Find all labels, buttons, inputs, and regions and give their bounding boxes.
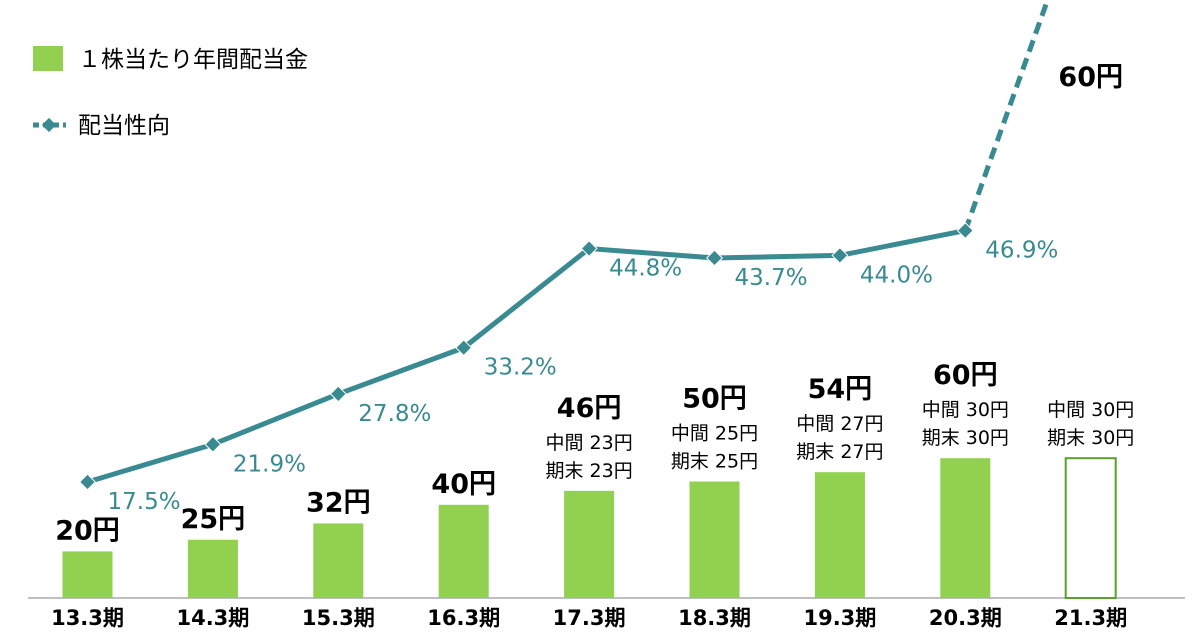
dividend-value-label: 50円 xyxy=(682,384,747,415)
x-tick-label: 19.3期 xyxy=(803,606,876,630)
payout-ratio-label: 33.2% xyxy=(484,355,557,381)
x-tick-label: 20.3期 xyxy=(929,606,1002,630)
payout-ratio-label: 27.8% xyxy=(358,401,431,427)
ratio-point-marker xyxy=(204,435,222,453)
final-dividend-label: 期末 27円 xyxy=(796,441,883,463)
chart-labels: 13.3期 20円 14.3期 25円 15.3期 32円 16.3期 40円 17.3期 中間 … xyxy=(51,62,1134,630)
bar xyxy=(62,551,113,598)
ratio-point-marker xyxy=(455,339,473,357)
ratio-line-series xyxy=(79,0,1051,491)
legend-line-marker xyxy=(41,117,57,133)
dividend-value-label: 40円 xyxy=(431,469,496,500)
ratio-point-marker xyxy=(79,473,96,491)
dividend-value-label: 60円 xyxy=(1058,62,1123,93)
forecast-bar xyxy=(1064,457,1117,600)
bar xyxy=(187,539,238,598)
ratio-line-actual xyxy=(86,228,966,485)
dividend-value-label: 25円 xyxy=(181,504,246,535)
final-dividend-label: 期末 23円 xyxy=(545,460,632,482)
legend-bar-label: １株当たり年間配当金 xyxy=(78,47,308,73)
final-dividend-label: 期末 30円 xyxy=(922,427,1009,449)
legend-line-label: 配当性向 xyxy=(78,113,170,139)
final-dividend-label: 期末 25円 xyxy=(671,451,758,473)
payout-ratio-label: 44.0% xyxy=(860,262,933,288)
interim-dividend-label: 中間 23円 xyxy=(545,432,632,454)
interim-dividend-label: 中間 30円 xyxy=(922,399,1009,421)
ratio-line-forecast xyxy=(962,0,1051,232)
x-tick-label: 17.3期 xyxy=(553,606,626,630)
ratio-point-marker xyxy=(956,222,974,240)
final-dividend-label: 期末 30円 xyxy=(1047,427,1134,449)
x-tick-label: 21.3期 xyxy=(1054,606,1127,630)
ratio-point-marker xyxy=(831,246,849,264)
bar xyxy=(940,458,991,598)
payout-ratio-label: 17.5% xyxy=(108,489,181,515)
bar-series xyxy=(62,457,1117,600)
dividend-value-label: 60円 xyxy=(933,360,998,391)
legend: １株当たり年間配当金 配当性向 xyxy=(33,46,308,139)
bar xyxy=(814,472,865,598)
x-tick-label: 18.3期 xyxy=(678,606,751,630)
x-tick-label: 15.3期 xyxy=(302,606,375,630)
payout-ratio-label: 46.9% xyxy=(985,238,1058,264)
interim-dividend-label: 中間 25円 xyxy=(671,423,758,445)
x-tick-label: 14.3期 xyxy=(176,606,249,630)
interim-dividend-label: 中間 27円 xyxy=(796,413,883,435)
x-tick-label: 16.3期 xyxy=(427,606,500,630)
legend-bar-swatch xyxy=(33,46,63,71)
ratio-point-marker xyxy=(706,249,723,267)
payout-ratio-label: 44.8% xyxy=(609,256,682,282)
bar xyxy=(564,490,615,598)
dividend-value-label: 20円 xyxy=(55,515,120,546)
interim-dividend-label: 中間 30円 xyxy=(1047,399,1134,421)
bar xyxy=(689,481,740,598)
x-tick-label: 13.3期 xyxy=(51,606,124,630)
dividend-value-label: 46円 xyxy=(557,393,622,424)
ratio-point-marker xyxy=(580,240,598,258)
ratio-point-marker xyxy=(329,385,347,403)
bar xyxy=(313,523,364,598)
dividend-value-label: 54円 xyxy=(808,374,873,405)
dividend-value-label: 32円 xyxy=(306,487,371,518)
payout-ratio-label: 43.7% xyxy=(735,265,808,291)
payout-ratio-label: 21.9% xyxy=(233,451,306,477)
bar xyxy=(438,504,489,598)
